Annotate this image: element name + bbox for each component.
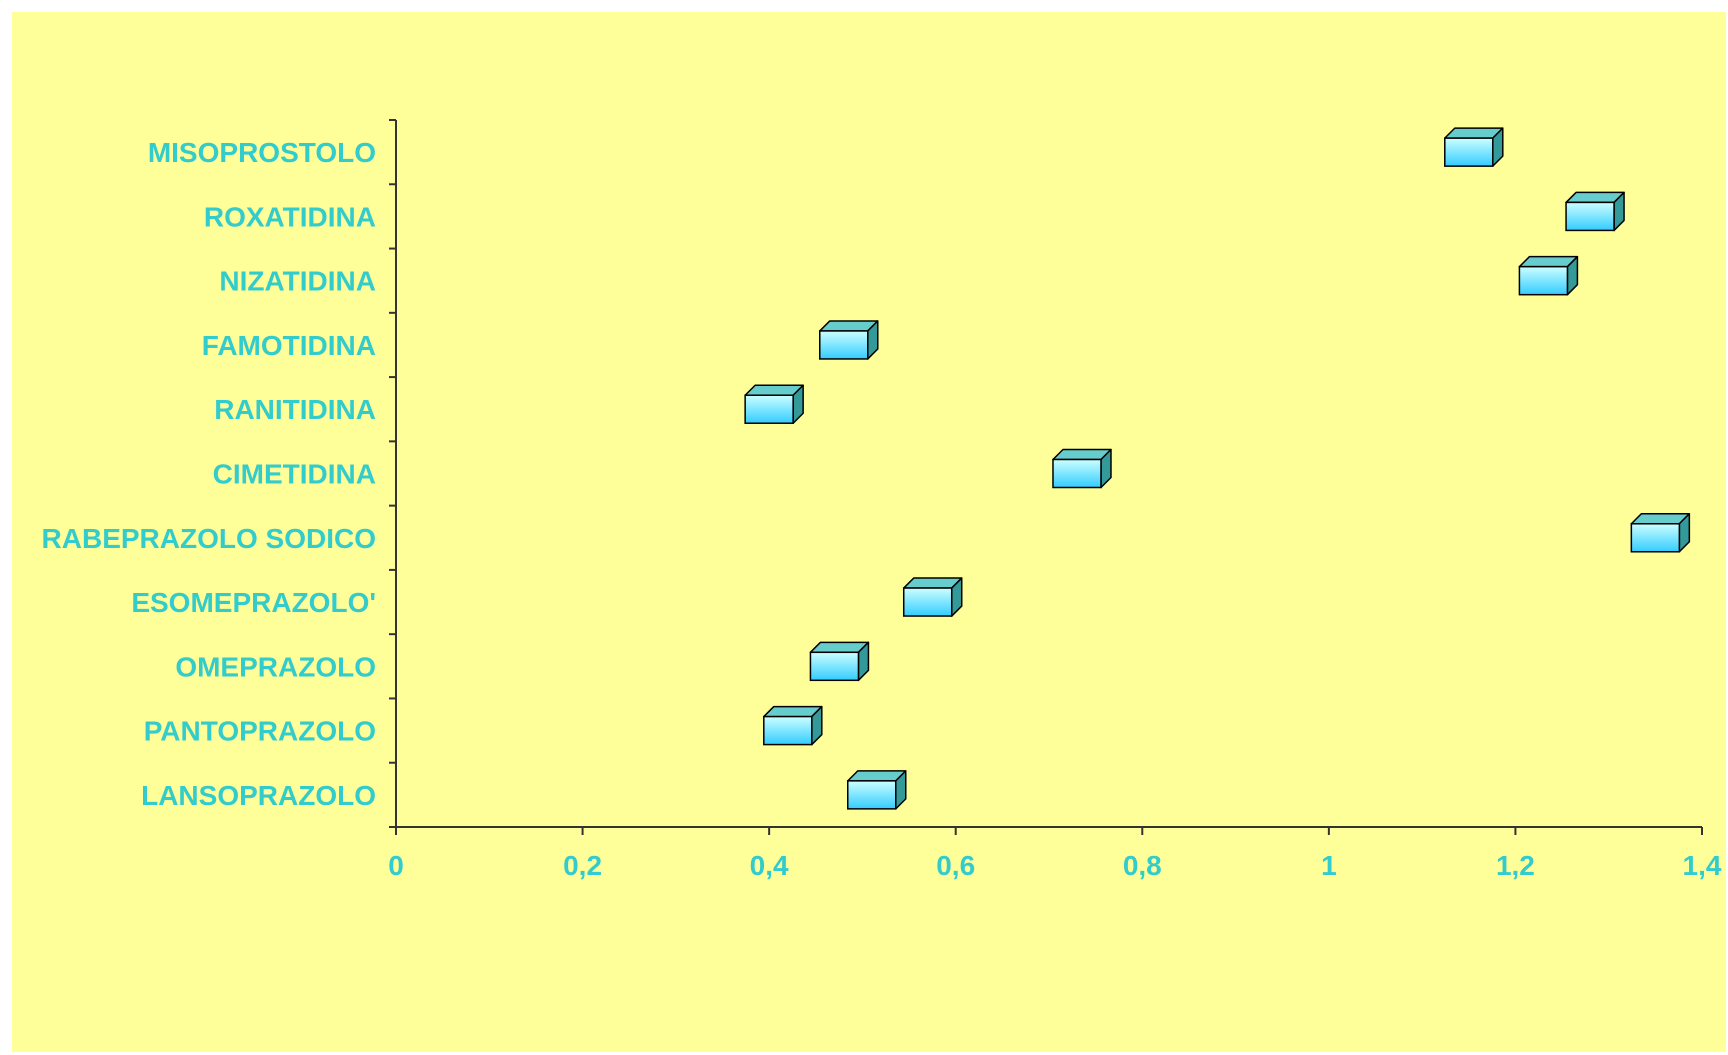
category-label: MISOPROSTOLO: [148, 137, 376, 168]
x-tick-label: 0,2: [563, 850, 602, 881]
x-tick-label: 1,4: [1683, 850, 1722, 881]
category-label: FAMOTIDINA: [202, 330, 376, 361]
data-marker: [1444, 127, 1504, 167]
data-marker: [819, 320, 879, 360]
category-label: OMEPRAZOLO: [175, 651, 376, 682]
x-tick-label: 1: [1321, 850, 1337, 881]
category-label: LANSOPRAZOLO: [141, 780, 376, 811]
x-tick-label: 0,8: [1123, 850, 1162, 881]
chart-svg: MISOPROSTOLO ROXATIDINA NIZATIDINA FAMOTIDI…: [42, 119, 1722, 881]
data-marker: [1518, 255, 1579, 296]
category-label: RANITIDINA: [214, 394, 376, 425]
category-label: RABEPRAZOLO SODICO: [42, 523, 376, 554]
data-marker: [847, 770, 907, 810]
x-tick-label: 1,2: [1496, 850, 1535, 881]
category-labels: MISOPROSTOLO ROXATIDINA NIZATIDINA FAMOTIDI…: [42, 137, 376, 811]
x-tick-labels: 0 0,2 0,4 0,6 0,8 1 1,2 1,4: [388, 850, 1722, 881]
x-tick-label: 0,6: [936, 850, 975, 881]
category-label: PANTOPRAZOLO: [144, 716, 376, 747]
data-marker: [902, 577, 963, 617]
data-marker: [1052, 448, 1112, 489]
category-label: ROXATIDINA: [204, 201, 376, 232]
x-tick-label: 0: [388, 850, 404, 881]
category-label: NIZATIDINA: [219, 266, 376, 297]
chart-area: MISOPROSTOLO ROXATIDINA NIZATIDINA FAMOTIDI…: [12, 12, 1726, 1052]
data-marker: [1630, 513, 1691, 553]
data-marker: [744, 384, 804, 424]
data-marker: [1565, 191, 1625, 232]
category-label: ESOMEPRAZOLO': [131, 587, 376, 618]
data-marker: [809, 641, 870, 682]
x-tick-label: 0,4: [750, 850, 789, 881]
data-markers: [744, 127, 1691, 810]
axes: [389, 119, 1703, 835]
category-label: CIMETIDINA: [213, 459, 376, 490]
data-marker: [763, 705, 823, 746]
